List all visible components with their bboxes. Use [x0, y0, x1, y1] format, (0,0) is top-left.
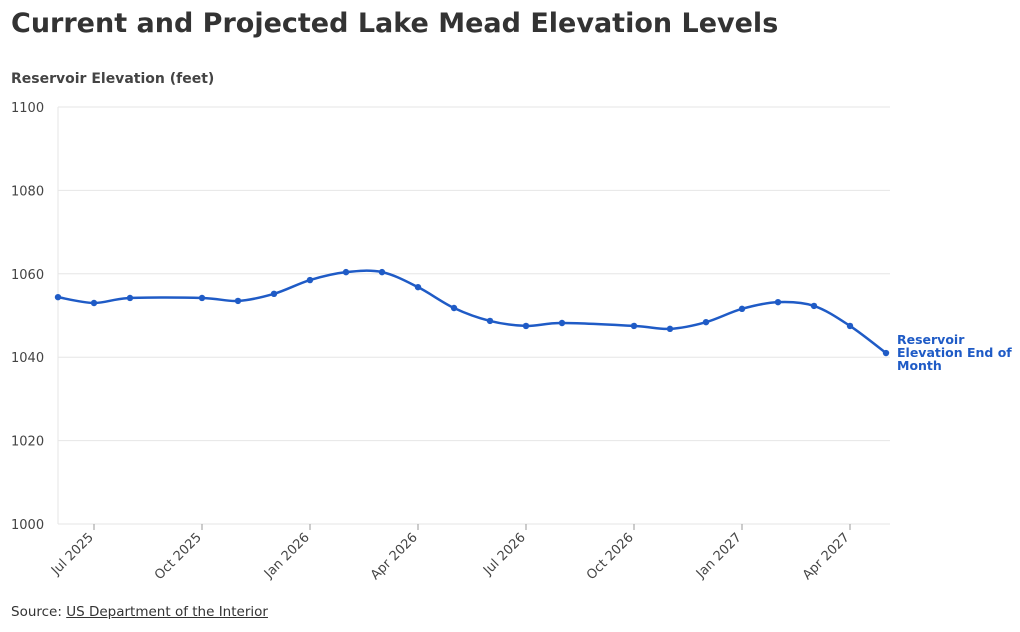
data-point — [270, 290, 278, 298]
data-point — [486, 317, 494, 325]
data-point — [522, 322, 530, 330]
data-point — [198, 294, 206, 302]
y-tick-label: 1060 — [11, 268, 44, 283]
data-point — [414, 283, 422, 291]
source-label: Source: — [11, 604, 62, 620]
data-point — [774, 298, 782, 306]
data-point — [378, 268, 386, 276]
y-tick-label: 1040 — [11, 351, 44, 366]
chart-title: Current and Projected Lake Mead Elevatio… — [11, 8, 779, 39]
data-point — [306, 276, 314, 284]
x-tick-label: Jan 2026 — [261, 530, 313, 582]
data-point — [342, 268, 350, 276]
y-tick-label: 1100 — [11, 101, 44, 116]
data-point — [738, 305, 746, 313]
data-point — [846, 322, 854, 330]
data-point — [54, 293, 62, 301]
source: Source: US Department of the Interior — [11, 604, 268, 620]
data-point — [702, 318, 710, 326]
data-point — [666, 325, 674, 333]
series-label: Reservoir Elevation End of Month — [897, 332, 1012, 373]
data-point — [882, 349, 890, 357]
x-tick-label: Jul 2025 — [48, 530, 97, 579]
data-point — [234, 297, 242, 305]
y-tick-label: 1080 — [11, 184, 44, 199]
data-point — [630, 322, 638, 330]
source-link[interactable]: US Department of the Interior — [66, 604, 268, 620]
x-tick-label: Jul 2026 — [480, 530, 529, 579]
y-axis-label: Reservoir Elevation (feet) — [11, 71, 215, 87]
y-tick-label: 1000 — [11, 518, 44, 533]
data-point — [450, 304, 458, 312]
x-tick-label: Oct 2026 — [584, 530, 637, 583]
data-point — [558, 319, 566, 327]
x-tick-label: Apr 2027 — [800, 530, 853, 583]
y-tick-label: 1020 — [11, 435, 44, 450]
x-tick-label: Jan 2027 — [693, 530, 745, 582]
data-point — [810, 302, 818, 310]
x-tick-label: Oct 2025 — [152, 530, 205, 583]
data-point — [90, 299, 98, 307]
data-point — [126, 294, 134, 302]
series-line — [57, 269, 887, 355]
x-tick-label: Apr 2026 — [368, 530, 421, 583]
